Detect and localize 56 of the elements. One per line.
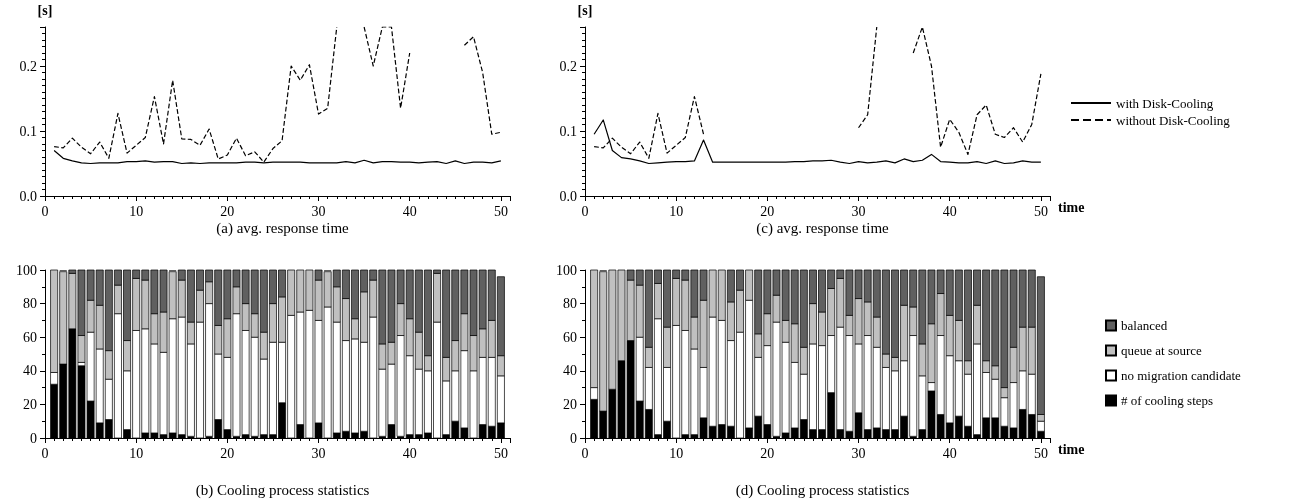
legend-label: balanced [1121, 318, 1168, 333]
x-tick-label: 10 [129, 203, 144, 219]
y-tick-label: 100 [556, 262, 577, 278]
y-tick-label: 40 [563, 363, 577, 379]
x-tick-label: 20 [760, 203, 775, 219]
x-tick-label: 30 [311, 445, 326, 461]
x-tick-label: 50 [493, 445, 508, 461]
x-axis-title: time [1058, 199, 1085, 215]
x-tick-label: 0 [41, 203, 49, 219]
legend-label: queue at source [1121, 343, 1203, 358]
x-tick-label: 10 [129, 445, 144, 461]
x-tick-label: 10 [669, 203, 684, 219]
y-tick-label: 0.2 [19, 58, 37, 74]
x-tick-label: 40 [942, 203, 957, 219]
x-tick-label: 50 [493, 203, 508, 219]
y-tick-label: 0.2 [559, 58, 577, 74]
x-tick-label: 40 [402, 203, 417, 219]
x-tick-label: 10 [669, 445, 684, 461]
y-tick-label: 40 [23, 363, 37, 379]
y-tick-label: 60 [23, 329, 37, 345]
y-tick-label: 0.0 [19, 188, 37, 204]
x-tick-label: 0 [581, 203, 589, 219]
y-tick-label: 0.1 [559, 123, 577, 139]
y-tick-label: 0.1 [19, 123, 37, 139]
text: (b) Cooling process statistics [195, 481, 370, 499]
x-tick-label: 30 [311, 203, 326, 219]
text: (d) Cooling process statistics [735, 481, 910, 499]
x-tick-label: 20 [220, 203, 235, 219]
x-axis-title: time [1058, 441, 1085, 457]
y-tick-label: 20 [23, 396, 37, 412]
y-axis-title: [s] [37, 2, 53, 18]
y-tick-label: 80 [563, 296, 577, 312]
x-tick-label: 40 [942, 445, 957, 461]
text: (a) avg. response time [216, 219, 350, 237]
x-tick-label: 30 [851, 203, 866, 219]
x-tick-label: 0 [41, 445, 49, 461]
legend-label: with Disk-Cooling [1116, 95, 1214, 111]
legend-label: no migration candidate [1121, 368, 1242, 383]
y-tick-label: 0.0 [559, 188, 577, 204]
x-tick-label: 40 [402, 445, 417, 461]
legend-label: without Disk-Cooling [1116, 112, 1231, 128]
x-tick-label: 50 [1033, 445, 1048, 461]
x-tick-label: 50 [1033, 203, 1048, 219]
y-tick-label: 60 [563, 329, 577, 345]
y-tick-label: 0 [570, 430, 577, 446]
legend-label: # of cooling steps [1121, 393, 1214, 408]
x-tick-label: 0 [581, 445, 589, 461]
y-tick-label: 0 [30, 430, 37, 446]
x-tick-label: 20 [220, 445, 235, 461]
y-tick-label: 20 [563, 396, 577, 412]
y-axis-title: [s] [577, 2, 593, 18]
y-tick-label: 100 [16, 262, 37, 278]
text: (c) avg. response time [756, 219, 890, 237]
x-tick-label: 20 [760, 445, 775, 461]
y-tick-label: 80 [23, 296, 37, 312]
x-tick-label: 30 [851, 445, 866, 461]
